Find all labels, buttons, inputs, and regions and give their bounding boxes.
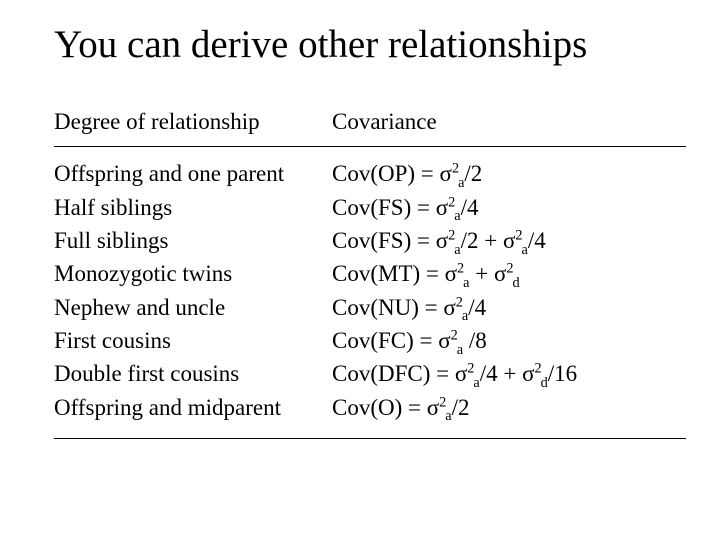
covariance-expression: Cov(O) = σ2a/2 xyxy=(332,391,686,424)
rule-top xyxy=(54,146,686,147)
relationship-label: Offspring and one parent xyxy=(54,157,332,190)
slide: You can derive other relationships Degre… xyxy=(0,0,720,540)
covariance-expression: Cov(MT) = σ2a + σ2d xyxy=(332,257,686,290)
covariance-expression: Cov(FC) = σ2a /8 xyxy=(332,324,686,357)
column-header-right: Covariance xyxy=(332,105,686,144)
covariance-expression: Cov(FS) = σ2a/4 xyxy=(332,191,686,224)
relationship-label: Half siblings xyxy=(54,191,332,224)
relationship-label: Nephew and uncle xyxy=(54,291,332,324)
covariance-expression: Cov(FS) = σ2a/2 + σ2a/4 xyxy=(332,224,686,257)
relationship-label: Offspring and midparent xyxy=(54,391,332,424)
relationship-label: Double first cousins xyxy=(54,357,332,390)
relationship-label: Full siblings xyxy=(54,224,332,257)
covariance-expression: Cov(OP) = σ2a/2 xyxy=(332,157,686,190)
rule-bottom xyxy=(54,438,686,439)
relationship-label: First cousins xyxy=(54,324,332,357)
covariance-expression: Cov(NU) = σ2a/4 xyxy=(332,291,686,324)
relationship-table: Degree of relationship Covariance Offspr… xyxy=(54,105,686,439)
column-header-left: Degree of relationship xyxy=(54,105,332,144)
slide-title: You can derive other relationships xyxy=(54,22,686,67)
relationship-label: Monozygotic twins xyxy=(54,257,332,290)
covariance-expression: Cov(DFC) = σ2a/4 + σ2d/16 xyxy=(332,357,686,390)
